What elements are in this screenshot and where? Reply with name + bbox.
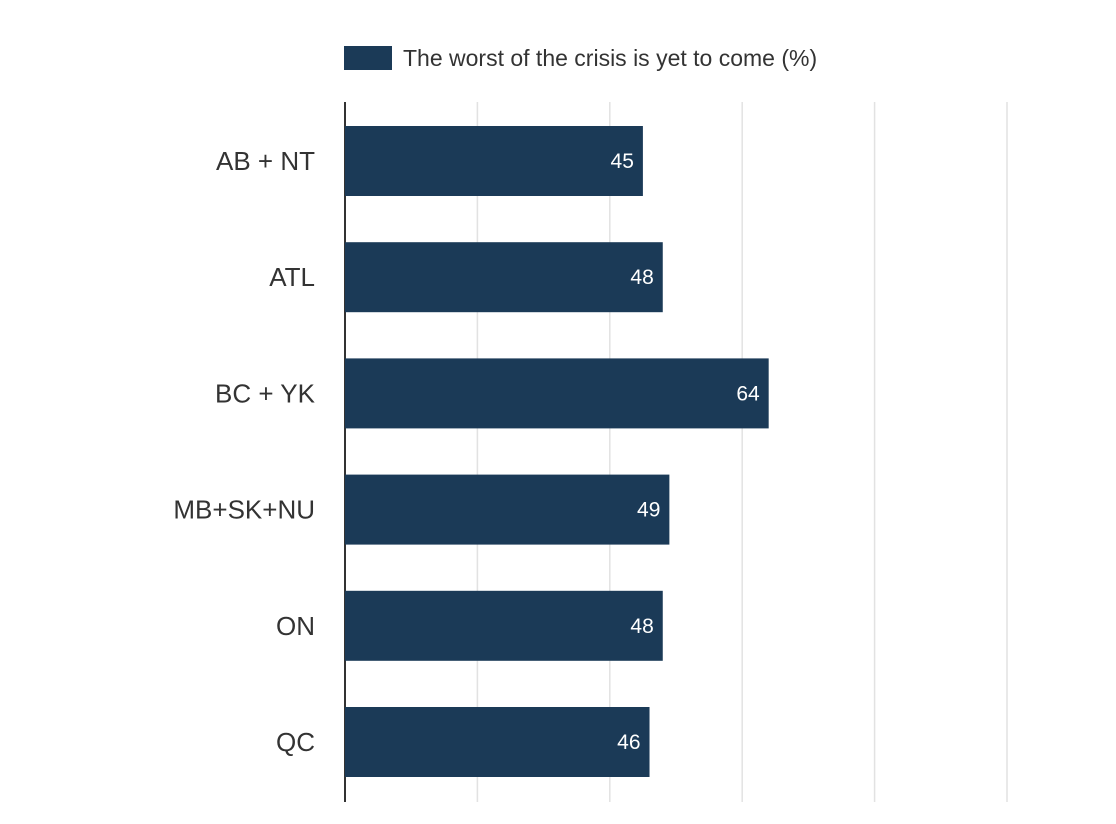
category-label: ON (276, 611, 315, 641)
legend: The worst of the crisis is yet to come (… (344, 45, 817, 71)
legend-label: The worst of the crisis is yet to come (… (403, 45, 817, 71)
gridlines (476, 102, 1008, 802)
category-label: ATL (269, 262, 315, 292)
bar (345, 590, 663, 661)
bar-value-label: 48 (630, 615, 653, 638)
category-label: MB+SK+NU (173, 495, 315, 525)
bar-value-label: 49 (637, 499, 660, 522)
bar-value-label: 48 (630, 266, 653, 289)
bar (345, 358, 769, 429)
category-label: BC + YK (215, 378, 316, 408)
bar (345, 707, 650, 777)
category-label: QC (276, 727, 315, 757)
bar (345, 126, 643, 196)
bar-value-label: 64 (736, 382, 760, 405)
category-labels: AB + NT ATL BC + YK MB+SK+NU ON QC (173, 146, 315, 757)
bar-value-label: 46 (617, 731, 640, 754)
bar (345, 474, 670, 545)
bar-value-label: 45 (611, 150, 634, 173)
legend-swatch (344, 46, 392, 70)
bars-group: 45 48 64 49 48 46 (345, 126, 769, 777)
bar (345, 242, 663, 313)
category-label: AB + NT (216, 146, 315, 176)
